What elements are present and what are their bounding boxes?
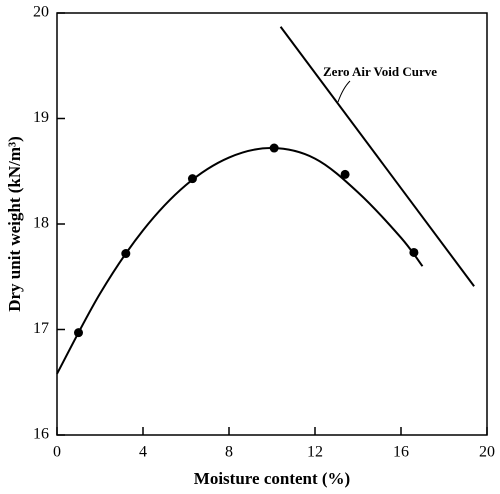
x-axis-label: Moisture content (%) xyxy=(194,469,350,488)
y-tick-label: 20 xyxy=(33,4,49,21)
x-tick-label: 16 xyxy=(393,444,409,461)
y-tick-label: 17 xyxy=(33,320,49,337)
zero-air-void-line xyxy=(279,26,475,287)
y-axis-label: Dry unit weight (kN/m³) xyxy=(5,136,24,312)
x-tick-label: 8 xyxy=(225,444,233,461)
x-tick-label: 0 xyxy=(53,444,61,461)
annotation-leader xyxy=(337,80,351,103)
annotation: Zero Air Void Curve xyxy=(323,64,437,79)
fitted-curve xyxy=(56,147,424,375)
y-tick-label: 16 xyxy=(33,426,49,443)
data-point xyxy=(340,169,350,179)
x-tick-label: 12 xyxy=(307,444,323,461)
y-tick-label: 18 xyxy=(33,215,49,232)
x-tick-label: 20 xyxy=(479,444,495,461)
x-tick-label: 4 xyxy=(139,444,147,461)
y-tick-label: 19 xyxy=(33,109,49,126)
